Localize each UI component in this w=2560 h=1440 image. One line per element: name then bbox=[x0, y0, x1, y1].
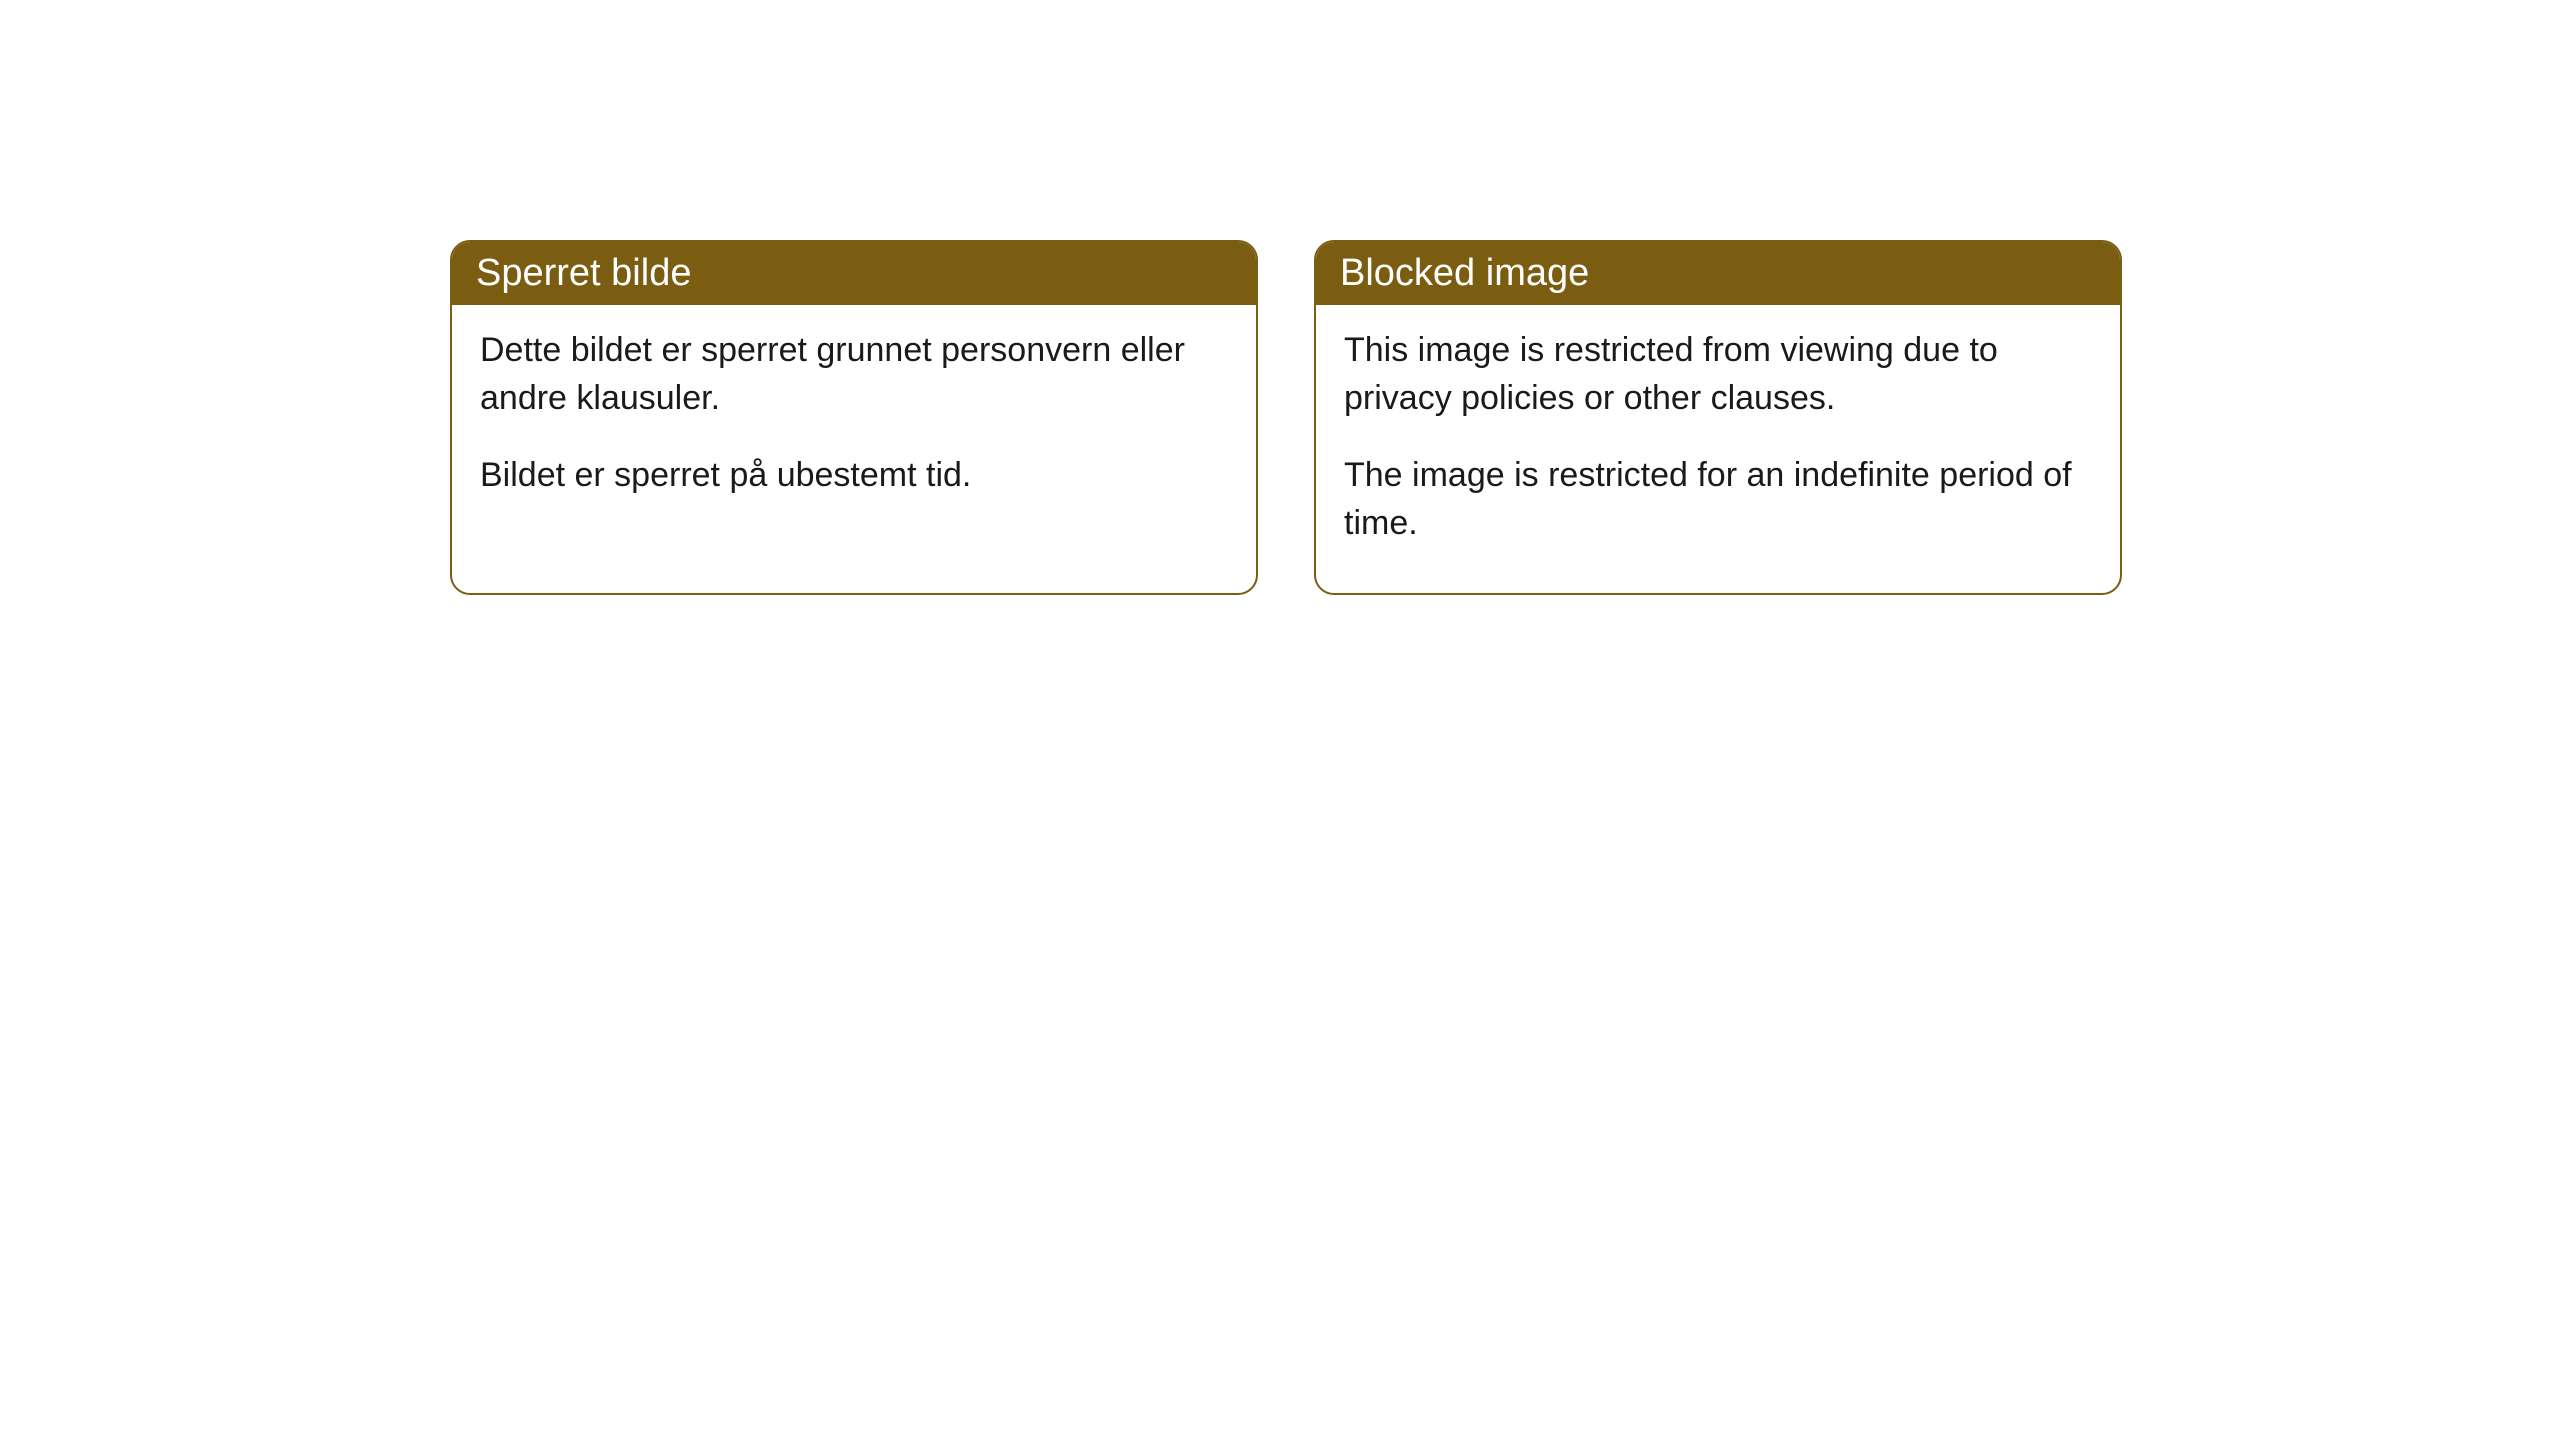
notice-text-line-1: Dette bildet er sperret grunnet personve… bbox=[480, 327, 1228, 422]
notice-card-english: Blocked image This image is restricted f… bbox=[1314, 240, 2122, 595]
card-body-english: This image is restricted from viewing du… bbox=[1316, 305, 2120, 593]
notice-text-line-2: Bildet er sperret på ubestemt tid. bbox=[480, 452, 1228, 500]
card-header-english: Blocked image bbox=[1316, 242, 2120, 305]
card-title: Sperret bilde bbox=[476, 252, 691, 294]
notice-text-line-1: This image is restricted from viewing du… bbox=[1344, 327, 2092, 422]
card-header-norwegian: Sperret bilde bbox=[452, 242, 1256, 305]
notice-text-line-2: The image is restricted for an indefinit… bbox=[1344, 452, 2092, 547]
notice-cards-container: Sperret bilde Dette bildet er sperret gr… bbox=[450, 240, 2122, 595]
card-body-norwegian: Dette bildet er sperret grunnet personve… bbox=[452, 305, 1256, 546]
card-title: Blocked image bbox=[1340, 252, 1589, 294]
notice-card-norwegian: Sperret bilde Dette bildet er sperret gr… bbox=[450, 240, 1258, 595]
